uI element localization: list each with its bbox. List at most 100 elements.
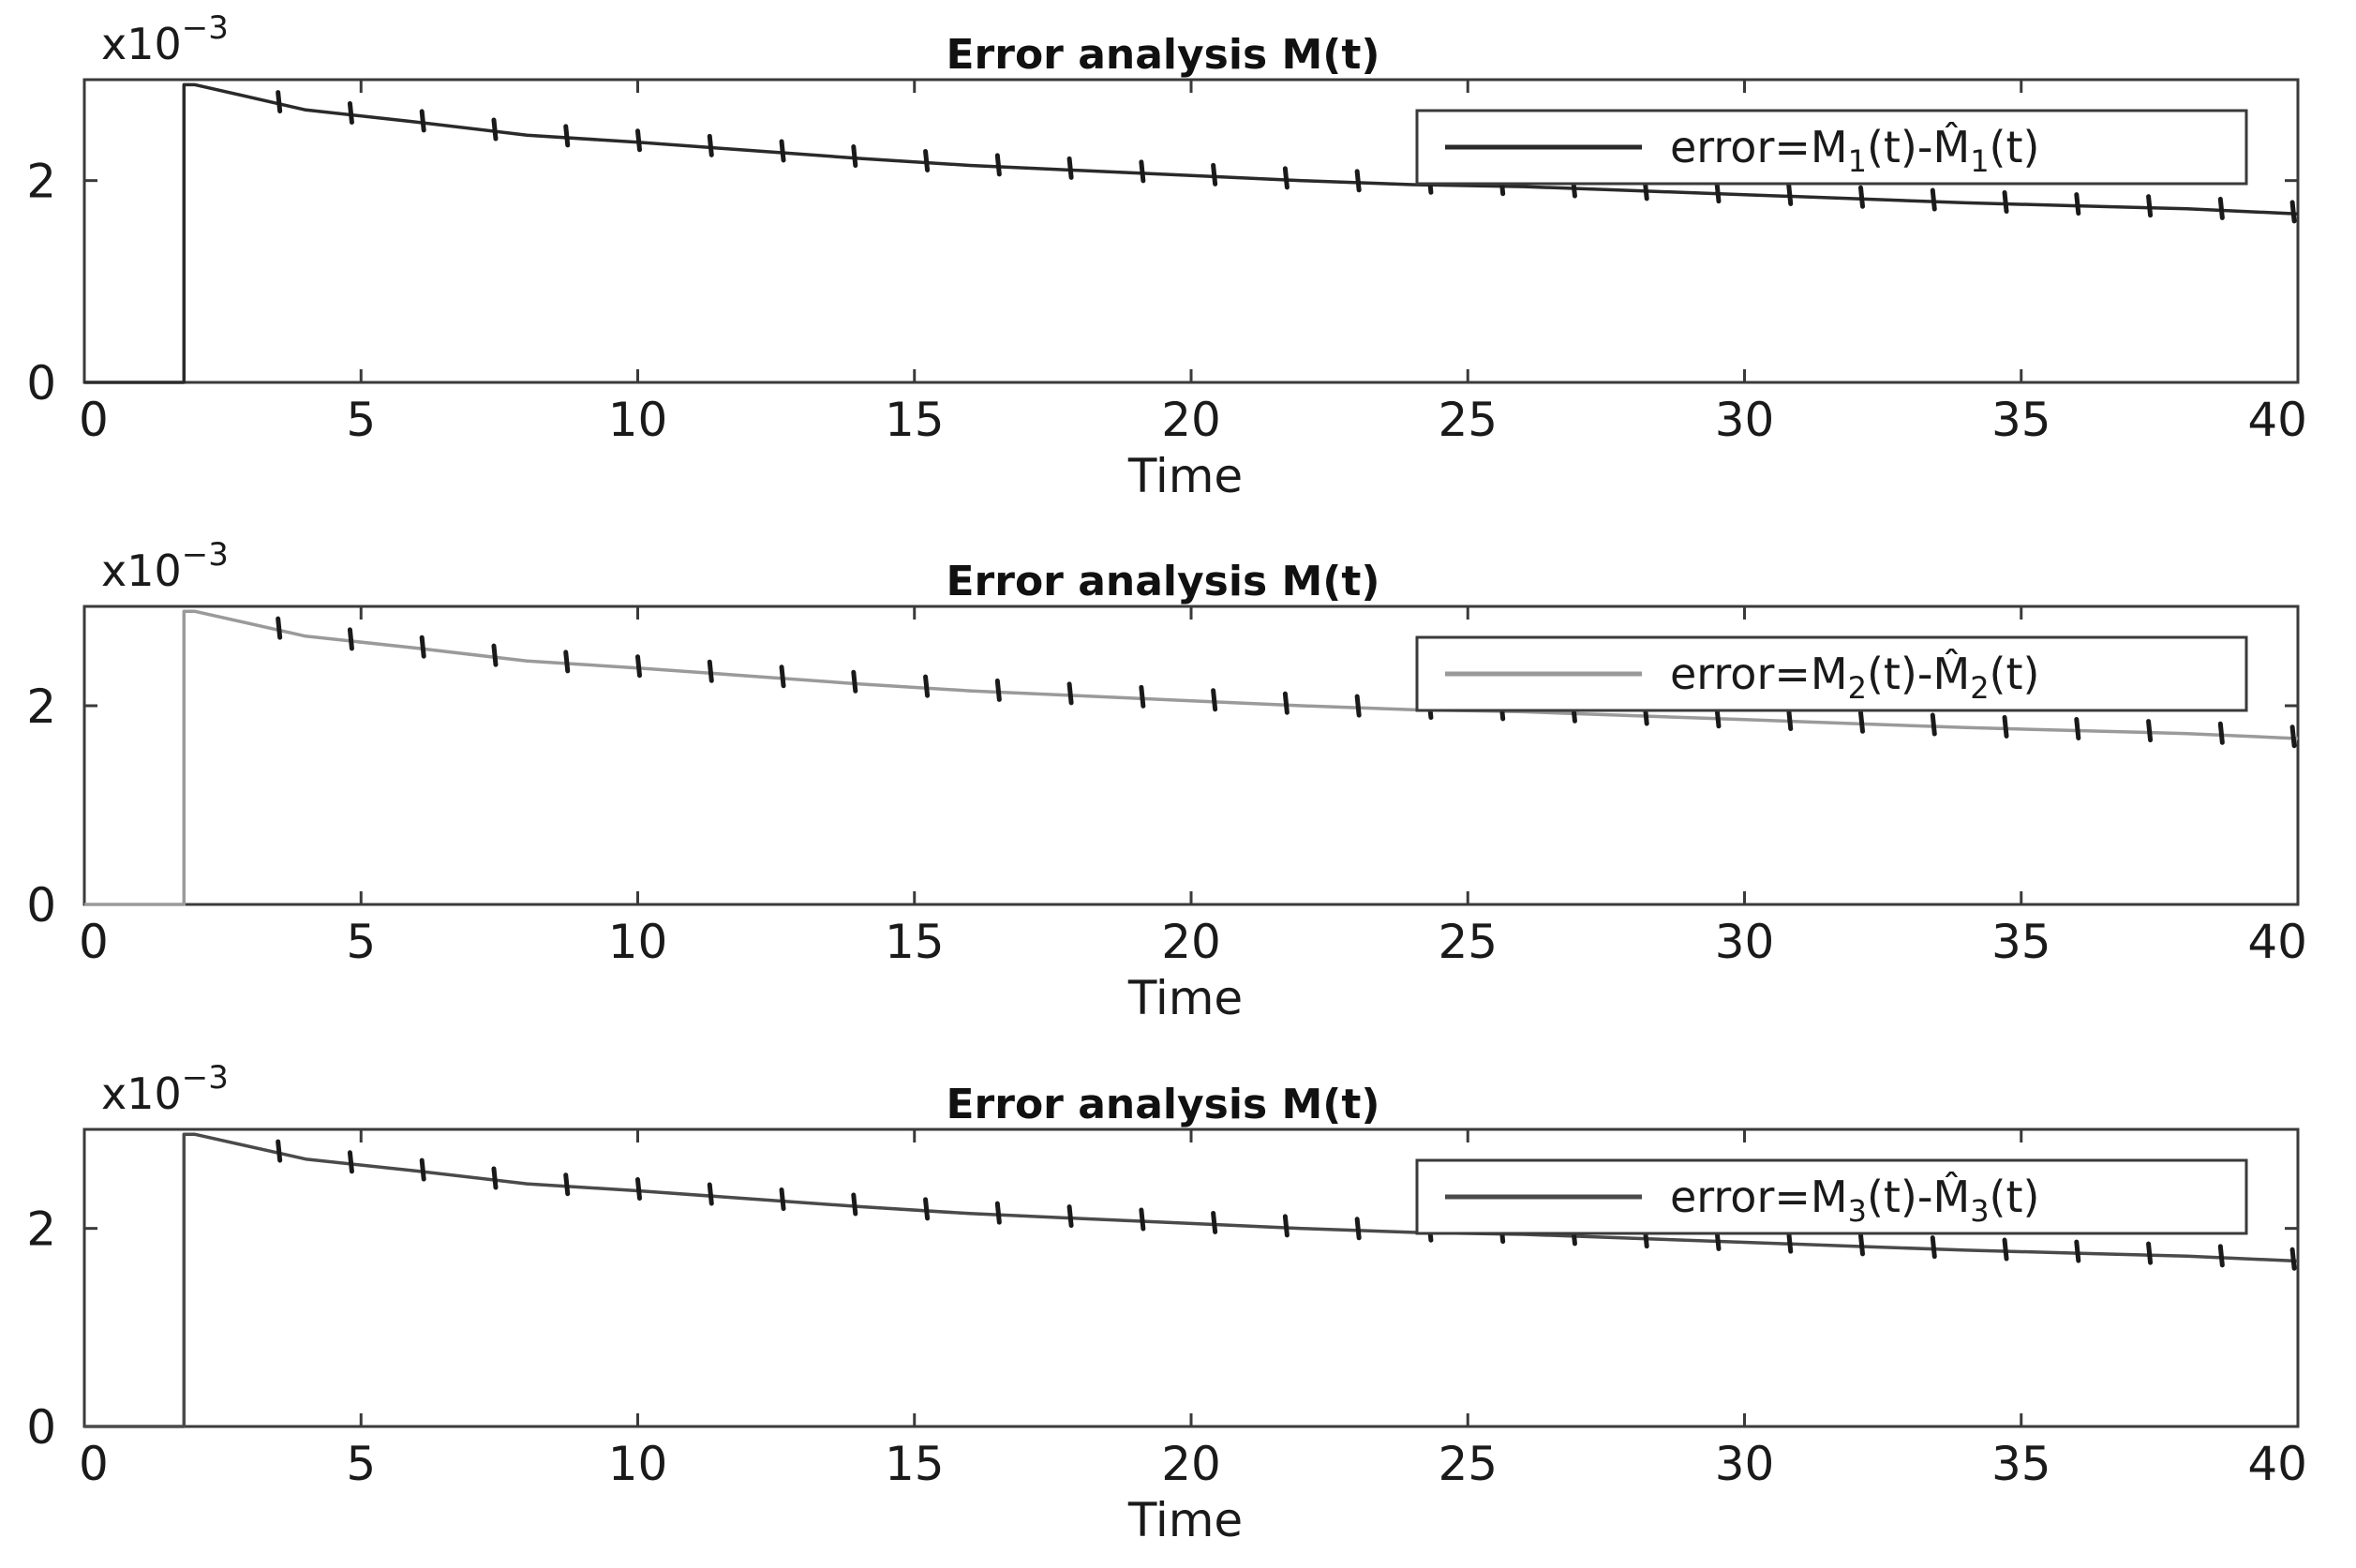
x-tick-label: 15 xyxy=(885,1437,945,1491)
x-tick-label: 10 xyxy=(608,915,668,969)
chart-title: Error analysis M(t) xyxy=(947,558,1380,605)
spike-mark xyxy=(276,1139,283,1163)
y-exponent-power: −3 xyxy=(182,1059,229,1097)
spike-mark xyxy=(1786,1230,1794,1254)
x-tick-label: 35 xyxy=(1991,393,2051,447)
spike-mark xyxy=(347,1150,354,1174)
x-tick-label: 25 xyxy=(1438,393,1498,447)
spike-mark xyxy=(419,1157,426,1182)
spike-mark xyxy=(2146,719,2154,743)
spike-mark xyxy=(994,153,1002,177)
spike-mark xyxy=(1354,694,1362,718)
spike-mark xyxy=(1066,156,1074,180)
chart-panel-1: Error analysis M(t)x10−30 5 10 15 20 25 30 35 40… xyxy=(26,9,2307,503)
chart-title: Error analysis M(t) xyxy=(947,31,1380,79)
legend-label-part: (t) xyxy=(1990,1172,2040,1222)
x-tick-label: 0 xyxy=(79,915,109,969)
y-exponent-label: x10−3 xyxy=(101,9,229,69)
spike-mark xyxy=(779,1187,786,1212)
spike-mark xyxy=(2002,1237,2009,1262)
spike-mark xyxy=(1858,185,1866,209)
x-tick-label: 0 xyxy=(79,393,109,447)
spike-mark xyxy=(707,1182,714,1206)
y-exponent-power: −3 xyxy=(182,536,229,574)
x-tick-label: 10 xyxy=(608,1437,668,1491)
legend-label-part: error=M xyxy=(1670,122,1848,172)
legend-label-part: error=M xyxy=(1670,649,1848,699)
x-tick-label: 30 xyxy=(1715,1437,1775,1491)
spike-mark xyxy=(994,1201,1002,1225)
spike-mark xyxy=(1858,709,1866,734)
spike-mark xyxy=(707,133,714,157)
y-exponent-power: −3 xyxy=(182,9,229,47)
x-tick-label: 5 xyxy=(346,1437,376,1491)
x-tick-label: 5 xyxy=(346,393,376,447)
x-tick-label: 20 xyxy=(1161,1437,1221,1491)
spike-mark xyxy=(1139,159,1146,184)
spike-mark xyxy=(347,627,354,651)
spike-mark xyxy=(1139,684,1146,709)
y-exponent-label: x10−3 xyxy=(101,536,229,596)
spike-mark xyxy=(1282,691,1290,715)
y-tick-label: 0 xyxy=(26,356,56,411)
chart-title: Error analysis M(t) xyxy=(947,1081,1380,1128)
legend-subscript: 3 xyxy=(1970,1193,1989,1229)
chart-panel-2: Error analysis M(t)x10−30 5 10 15 20 25 30 35 40… xyxy=(26,536,2307,1025)
spike-mark xyxy=(994,678,1002,702)
spike-mark xyxy=(1354,169,1362,193)
spike-mark xyxy=(1786,182,1794,206)
spike-mark xyxy=(923,674,931,698)
x-tick-label: 40 xyxy=(2247,393,2307,447)
chart-panel-3: Error analysis M(t)x10−30 5 10 15 20 25 30 35 40… xyxy=(26,1059,2307,1547)
spike-mark xyxy=(419,109,426,133)
series-line-1 xyxy=(84,609,2299,906)
x-tick-label: 15 xyxy=(885,915,945,969)
legend-label-part: (t) xyxy=(1990,122,2040,172)
legend-label: error=M3(t)-M̂3(t) xyxy=(1670,1172,2039,1229)
spike-mark xyxy=(1354,1217,1362,1241)
legend-hat-symbol: M̂ xyxy=(1932,649,1970,699)
legend-subscript: 2 xyxy=(1848,670,1867,706)
spike-mark xyxy=(1211,1210,1218,1234)
x-tick-label: 40 xyxy=(2247,915,2307,969)
spike-mark xyxy=(779,139,786,163)
y-tick-label: 2 xyxy=(26,679,56,734)
spike-mark xyxy=(2217,1244,2225,1268)
series-line-1 xyxy=(84,82,2299,384)
y-tick-label: 2 xyxy=(26,155,56,209)
x-tick-label: 15 xyxy=(885,393,945,447)
x-tick-label: 20 xyxy=(1161,393,1221,447)
spike-mark xyxy=(2146,1241,2154,1265)
x-tick-label: 25 xyxy=(1438,915,1498,969)
spike-mark xyxy=(1786,708,1794,732)
spike-mark xyxy=(1282,1214,1290,1238)
spike-mark xyxy=(563,124,571,148)
spike-mark xyxy=(563,650,571,674)
spike-mark xyxy=(1930,712,1937,737)
spike-mark xyxy=(2146,194,2154,218)
legend-subscript: 3 xyxy=(1848,1193,1867,1229)
spike-mark xyxy=(1282,166,1290,190)
x-tick-label: 35 xyxy=(1991,915,2051,969)
legend-hat-symbol: M̂ xyxy=(1932,1172,1970,1222)
spike-mark xyxy=(2217,196,2225,220)
spike-mark xyxy=(276,90,283,114)
spike-mark xyxy=(563,1172,571,1197)
legend-label-part: (t)- xyxy=(1867,122,1933,172)
spike-mark xyxy=(491,643,499,667)
y-tick-label: 0 xyxy=(26,1400,56,1455)
spike-mark xyxy=(2002,714,2009,739)
x-tick-label: 25 xyxy=(1438,1437,1498,1491)
spike-mark xyxy=(635,654,642,679)
legend-label: error=M2(t)-M̂2(t) xyxy=(1670,649,2039,706)
spike-mark xyxy=(1858,1232,1866,1257)
y-exponent-label: x10−3 xyxy=(101,1059,229,1119)
x-tick-label: 35 xyxy=(1991,1437,2051,1491)
spike-mark xyxy=(1211,162,1218,187)
spike-mark xyxy=(1930,187,1937,212)
x-axis-label: Time xyxy=(1127,971,1243,1025)
spike-mark xyxy=(923,1197,931,1221)
x-axis-label: Time xyxy=(1127,1493,1243,1547)
legend-subscript: 2 xyxy=(1970,670,1989,706)
